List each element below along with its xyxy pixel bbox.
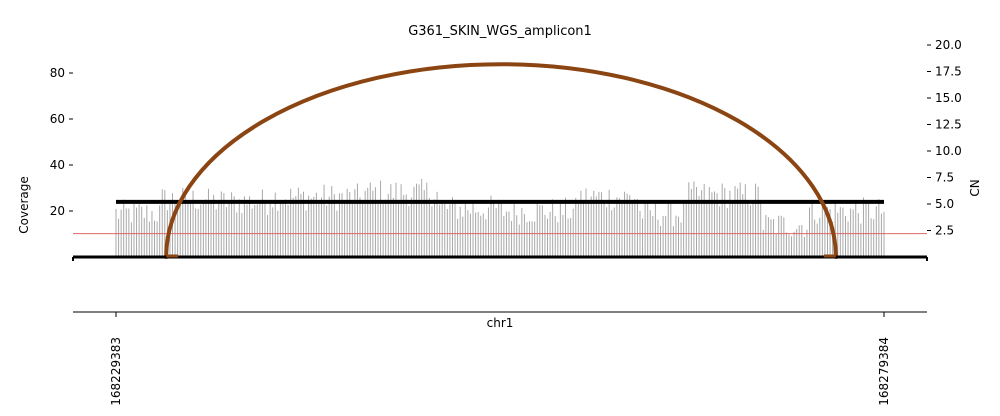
y-left-tick-label: 60 — [50, 112, 65, 126]
y-right-tick-label: 12.5 — [935, 118, 962, 132]
y-left-tick-label: 20 — [50, 204, 65, 218]
coverage-bars — [115, 178, 885, 257]
breakpoint-arc — [164, 62, 838, 259]
y-left-label: Coverage — [17, 176, 31, 234]
y-right-tick-label: 7.5 — [935, 171, 954, 185]
x-axis-label: chr1 — [487, 316, 514, 330]
y-right-label: CN — [968, 179, 982, 196]
x-tick-label: 168279384 — [877, 337, 891, 406]
y-right-tick-label: 2.5 — [935, 224, 954, 238]
y-right-tick-label: 5.0 — [935, 197, 954, 211]
chart-title: G361_SKIN_WGS_amplicon1 — [408, 24, 592, 39]
y-right-tick-label: 20.0 — [935, 38, 962, 52]
y-right-tick-label: 15.0 — [935, 91, 962, 105]
y-left-axis: 20 40 60 80 — [50, 66, 73, 218]
y-left-tick-label: 40 — [50, 158, 65, 172]
y-right-tick-label: 17.5 — [935, 65, 962, 79]
x-tick-label: 168229383 — [109, 337, 123, 406]
y-right-axis: 2.5 5.0 7.5 10.0 12.5 15.0 17.5 20.0 — [927, 38, 962, 238]
x-axis-ticks: 168229383 168279384 — [109, 312, 891, 406]
y-left-tick-label: 80 — [50, 66, 65, 80]
y-right-tick-label: 10.0 — [935, 144, 962, 158]
